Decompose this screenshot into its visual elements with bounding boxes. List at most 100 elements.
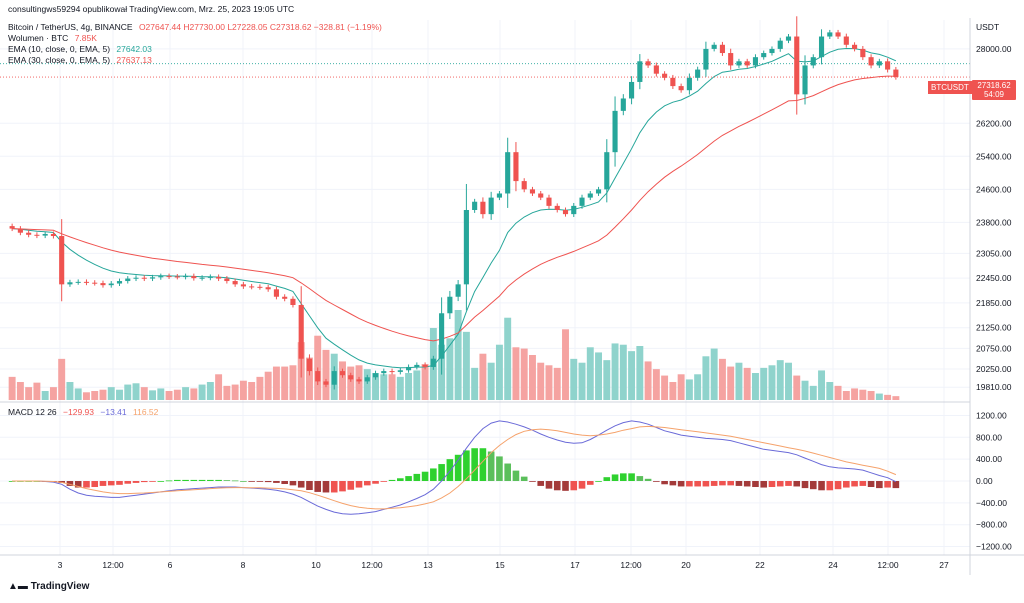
candle	[290, 296, 296, 308]
candle	[240, 281, 246, 289]
candle-body	[191, 276, 197, 279]
macd-histogram-bar	[149, 481, 156, 482]
candle-body	[149, 277, 156, 279]
macd-legend[interactable]: MACD 12 26 −129.93 −13.41 116.52	[8, 407, 162, 418]
tradingview-logo-text: TradingView	[30, 581, 90, 592]
macd-histogram-bar	[297, 481, 305, 488]
candle	[885, 58, 891, 73]
candle-body	[207, 276, 213, 278]
candle-body	[257, 286, 263, 288]
candle-body	[538, 193, 544, 198]
macd-histogram-bar	[198, 479, 206, 481]
candle-body	[744, 61, 750, 66]
price-tick-label: 20750.00	[976, 343, 1012, 353]
tradingview-logo[interactable]: ▲▬ TradingView	[8, 581, 89, 592]
volume-bar	[132, 383, 140, 400]
candle	[595, 186, 602, 196]
candle	[149, 274, 156, 282]
volume-legend[interactable]: Wolumen · BTC 7.85K	[8, 33, 101, 44]
candle	[711, 42, 717, 52]
macd-histogram-bar	[289, 481, 297, 486]
macd-histogram-bar	[496, 456, 503, 481]
candle-body	[183, 276, 189, 278]
time-tick-label: 27	[939, 560, 949, 570]
candle	[282, 294, 288, 302]
macd-tick-label: 800.00	[976, 432, 1002, 442]
candle-body	[769, 48, 775, 54]
candle	[430, 355, 436, 370]
volume-bar	[595, 352, 603, 400]
macd-label: MACD 12 26	[8, 407, 57, 417]
macd-histogram-bar	[207, 479, 214, 481]
candle	[67, 279, 73, 287]
ema10-legend[interactable]: EMA (10, close, 0, EMA, 5) 27642.03	[8, 44, 156, 55]
volume-bar	[718, 358, 726, 400]
candle-body	[546, 197, 552, 206]
macd-histogram-bar	[355, 481, 363, 488]
price-tick-label: 28000.00	[976, 44, 1012, 54]
volume-bar	[520, 348, 528, 400]
candle-body	[455, 284, 461, 297]
time-tick-label: 24	[828, 560, 838, 570]
volume-bar	[231, 384, 239, 400]
candle	[529, 186, 536, 196]
time-tick-label: 15	[495, 560, 505, 570]
candle	[571, 202, 577, 218]
bar-countdown: 54:09	[983, 90, 1005, 99]
candle-body	[488, 197, 494, 215]
candle-body	[711, 44, 717, 49]
candle	[298, 286, 304, 378]
candle	[695, 66, 701, 81]
candle-body	[554, 205, 560, 210]
volume-bar	[743, 367, 751, 400]
volume-bar	[760, 367, 768, 400]
time-tick-label: 22	[755, 560, 765, 570]
ema30-legend[interactable]: EMA (30, close, 0, EMA, 5) 27637.13	[8, 55, 156, 66]
volume-bar	[198, 384, 206, 400]
volume-bar	[405, 373, 413, 400]
volume-bar	[41, 391, 49, 400]
candle	[125, 276, 131, 284]
volume-bar	[305, 357, 313, 400]
candle-body	[26, 232, 32, 235]
candle-body	[604, 152, 610, 190]
candle-body	[447, 296, 453, 314]
volume-bar	[487, 362, 495, 400]
time-tick-label: 12:00	[620, 560, 642, 570]
volume-bar	[669, 382, 677, 400]
macd-histogram-bar	[677, 481, 685, 487]
macd-histogram-bar	[851, 481, 858, 487]
volume-bar	[388, 374, 396, 400]
candle	[876, 58, 882, 68]
macd-histogram-bar	[248, 481, 255, 482]
candle	[141, 275, 147, 282]
candle-body	[339, 371, 346, 376]
volume-bar	[206, 382, 214, 400]
volume-bar	[380, 374, 388, 400]
volume-bar	[471, 367, 479, 400]
volume-bar	[91, 391, 99, 400]
candle	[232, 278, 238, 287]
candle	[9, 223, 15, 232]
macd-histogram-bar	[157, 481, 165, 482]
macd-histogram-bar	[256, 481, 264, 482]
candle-body	[885, 61, 891, 70]
candle	[306, 354, 313, 376]
volume-bar	[281, 366, 289, 400]
volume-bar	[215, 374, 223, 400]
volume-bar	[462, 331, 470, 400]
macd-hist-value: −129.93	[63, 407, 95, 417]
candle-body	[67, 282, 73, 285]
price-tick-label: 21850.00	[976, 298, 1012, 308]
price-tick-label: 23050.00	[976, 248, 1012, 258]
candle-body	[133, 277, 139, 279]
candle	[827, 29, 833, 39]
macd-histogram-bar	[372, 481, 379, 484]
candle	[199, 275, 205, 281]
symbol-legend[interactable]: Bitcoin / TetherUS, 4g, BINANCE O27647.4…	[8, 22, 386, 33]
candle	[331, 366, 337, 390]
volume-bar	[149, 390, 157, 400]
macd-histogram-bar	[74, 481, 82, 488]
